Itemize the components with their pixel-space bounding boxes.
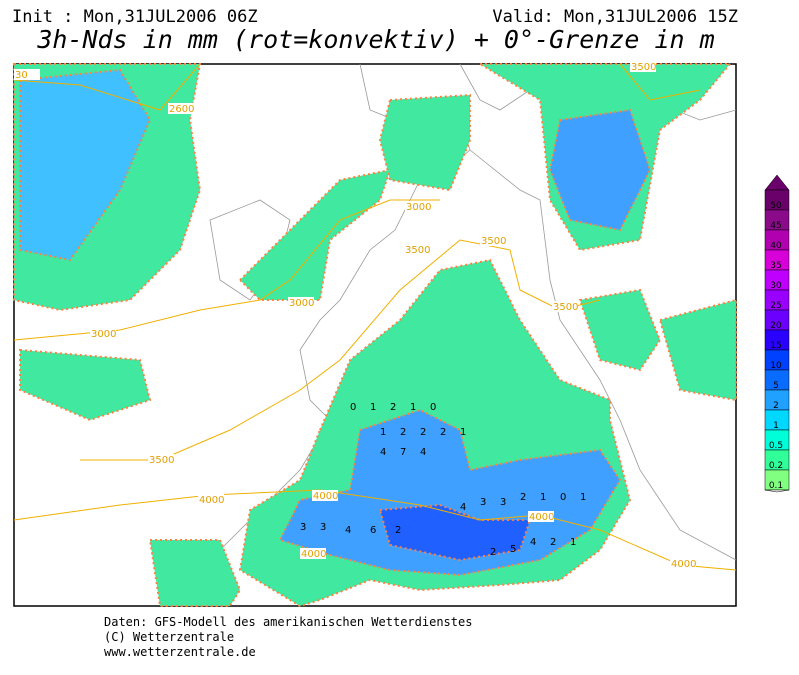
legend-label: 2 bbox=[773, 401, 779, 411]
precip-value: 4 bbox=[530, 537, 536, 548]
precip-value: 2 bbox=[550, 537, 556, 548]
precip-value: 3 bbox=[300, 522, 306, 533]
precip-value: 1 bbox=[410, 402, 416, 413]
contour-label-bg bbox=[148, 454, 174, 465]
legend-cap-bottom bbox=[764, 489, 790, 493]
contour-label: 4000 bbox=[199, 495, 224, 506]
precip-value: 1 bbox=[540, 492, 546, 503]
precip-value: 2 bbox=[520, 492, 526, 503]
legend-label: 5 bbox=[773, 381, 779, 391]
precip-value: 1 bbox=[370, 402, 376, 413]
legend-label: 45 bbox=[770, 221, 781, 231]
contour-label: 3000 bbox=[91, 329, 116, 340]
precip-value: 2 bbox=[420, 427, 426, 438]
contour-label: 3500 bbox=[631, 62, 656, 73]
contour-label: 3000 bbox=[406, 202, 431, 213]
footer-copyright: (C) Wetterzentrale bbox=[104, 630, 234, 644]
legend-label: 0.5 bbox=[769, 441, 783, 451]
contour-label: 3500 bbox=[405, 245, 430, 256]
contour-label-bg bbox=[288, 297, 314, 308]
contour-label: 4000 bbox=[529, 512, 554, 523]
contour-label-bg bbox=[480, 235, 506, 246]
valid-time: Valid: Mon,31JUL2006 15Z bbox=[492, 7, 738, 27]
contour-label-bg bbox=[14, 69, 40, 80]
contour-label: 4000 bbox=[301, 549, 326, 560]
legend-label: 25 bbox=[770, 301, 781, 311]
precip-value: 1 bbox=[580, 492, 586, 503]
precip-value: 3 bbox=[320, 522, 326, 533]
precip-value: 0 bbox=[560, 492, 566, 503]
contour-label: 4000 bbox=[671, 559, 696, 570]
legend-label: 10 bbox=[770, 361, 782, 371]
freezing-level-contours bbox=[13, 63, 737, 571]
precip-value: 1 bbox=[380, 427, 386, 438]
init-time: Init : Mon,31JUL2006 06Z bbox=[12, 7, 258, 27]
precip-value: 4 bbox=[345, 525, 351, 536]
precip-value: 2 bbox=[395, 525, 401, 536]
precip-value: 4 bbox=[420, 447, 426, 458]
precip-value: 2 bbox=[400, 427, 406, 438]
legend-label: 30 bbox=[770, 281, 782, 291]
contour-label: 2600 bbox=[169, 104, 194, 115]
legend-label: 0.1 bbox=[769, 481, 783, 491]
footer-source: Daten: GFS-Modell des amerikanischen Wet… bbox=[104, 615, 472, 629]
contour-label-bg bbox=[630, 61, 656, 72]
legend-label: 50 bbox=[770, 201, 782, 211]
precip-value: 1 bbox=[570, 537, 576, 548]
contour-label-bg bbox=[168, 103, 194, 114]
precip-value: 2 bbox=[440, 427, 446, 438]
precip-value: 2 bbox=[490, 547, 496, 558]
contour-label: 3500 bbox=[481, 236, 506, 247]
footer-url: www.wetterzentrale.de bbox=[104, 645, 256, 659]
contour-label: 3500 bbox=[553, 302, 578, 313]
legend-label: 40 bbox=[770, 241, 782, 251]
legend-label: 15 bbox=[770, 341, 781, 351]
contour-label-bg bbox=[198, 494, 224, 505]
precip-value: 0 bbox=[350, 402, 356, 413]
contour-label-bg bbox=[670, 558, 696, 569]
legend-label: 35 bbox=[770, 261, 781, 271]
contour-label-bg bbox=[528, 511, 554, 522]
contour-label-bg bbox=[90, 328, 116, 339]
contour-label: 3500 bbox=[149, 455, 174, 466]
contour-label: 4000 bbox=[313, 491, 338, 502]
legend-label: 20 bbox=[770, 321, 782, 331]
legend-cap-top bbox=[764, 174, 790, 191]
precip-value: 2 bbox=[390, 402, 396, 413]
precip-value: 1 bbox=[460, 427, 466, 438]
precip-value: 3 bbox=[480, 497, 486, 508]
precip-value: 7 bbox=[400, 447, 406, 458]
precip-value: 4 bbox=[380, 447, 386, 458]
legend-label: 0.2 bbox=[769, 461, 783, 471]
contour-label: 30 bbox=[15, 70, 28, 81]
precip-value: 4 bbox=[460, 502, 466, 513]
precip-value: 6 bbox=[370, 525, 376, 536]
legend-label: 1 bbox=[773, 421, 779, 431]
precip-value: 0 bbox=[430, 402, 436, 413]
map-title: 3h-Nds in mm (rot=konvektiv) + 0°-Grenze… bbox=[36, 25, 714, 54]
contour-label-bg bbox=[405, 201, 431, 212]
map: 3026003000300030003500350035003500350040… bbox=[13, 61, 737, 608]
contour-label-bg bbox=[312, 490, 338, 501]
contour-label-bg bbox=[404, 244, 430, 255]
contour-label: 3000 bbox=[289, 298, 314, 309]
contour-labels: 3026003000300030003500350035003500350040… bbox=[14, 61, 696, 570]
precip-value: 5 bbox=[510, 544, 516, 555]
contour-label-bg bbox=[300, 548, 326, 559]
precip-value: 3 bbox=[500, 497, 506, 508]
precip-values: 0 1 2 1 0 1 2 2 4 7 4 2 1 3 3 4 6 2 2 5 4 2 1 4 3 3 2 1 0 1 bbox=[300, 402, 586, 558]
contour-label-bg bbox=[552, 301, 578, 312]
legend: 50 45 40 35 30 25 20 15 10 5 2 1 0.5 0.2 0.1 bbox=[764, 174, 790, 493]
